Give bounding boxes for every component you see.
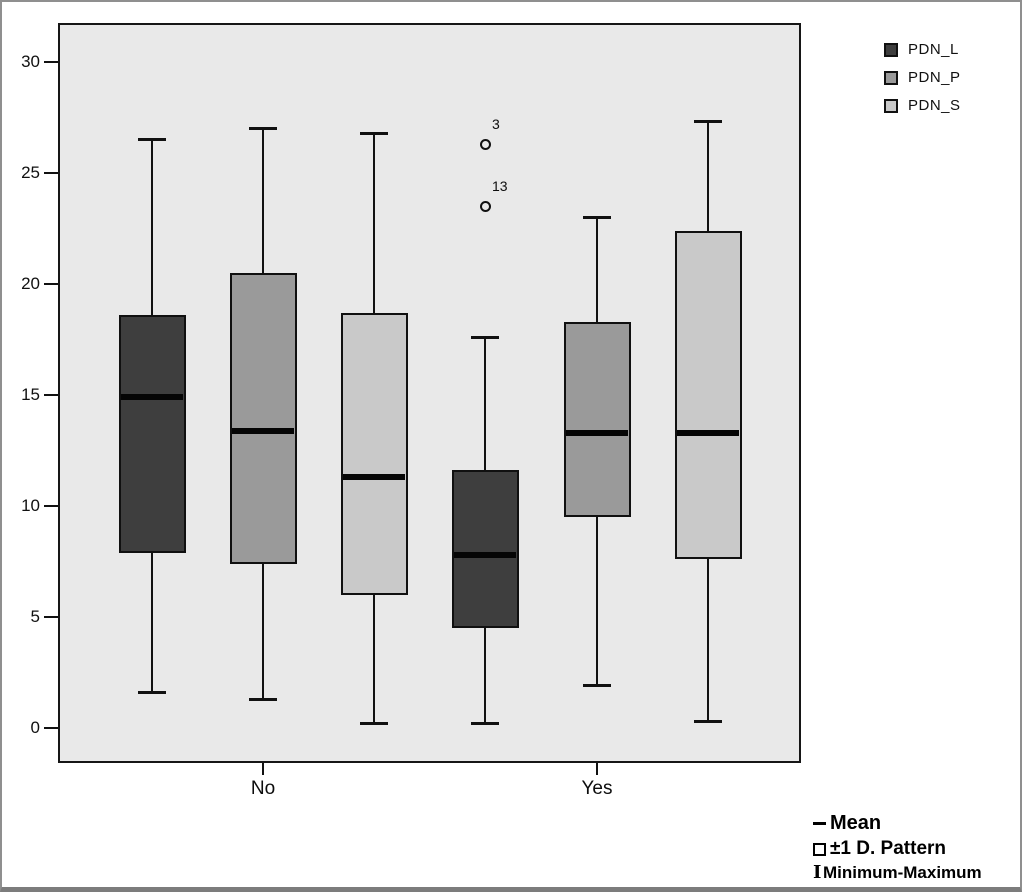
pdn-l-swatch-icon (884, 42, 898, 57)
whisker-cap-max-pdn_s-yes (694, 120, 722, 124)
stats-label-pattern: ±1 D. Pattern (830, 838, 947, 859)
y-axis-tick-label: 5 (30, 607, 40, 626)
x-axis-tick (596, 763, 598, 775)
y-axis-tick-label: 15 (21, 385, 40, 404)
mean-line-pdn_s-yes (677, 429, 739, 436)
series-legend: PDN_L PDN_P PDN_S (884, 41, 961, 114)
stats-legend-item-mean: Mean (813, 812, 982, 835)
outlier-point-pdn_l-yes (479, 138, 491, 150)
outlier-label-pdn_l-yes: 3 (492, 116, 500, 133)
box-pdn_l-yes (451, 470, 519, 629)
stats-label-minmax: Minimum-Maximum (823, 863, 982, 882)
whisker-cap-max-pdn_l-yes (471, 335, 499, 339)
whisker-cap-min-pdn_p-yes (583, 684, 611, 688)
whisker-cap-min-pdn_l-yes (471, 722, 499, 726)
open-square-icon (813, 842, 826, 856)
x-axis-tick (262, 763, 264, 775)
box-pdn_s-yes (674, 230, 742, 560)
y-axis-tick (44, 616, 58, 618)
y-axis-tick-label: 30 (21, 52, 40, 71)
mean-dash-icon (813, 822, 826, 825)
whisker-cap-max-pdn_s-no (360, 131, 388, 135)
whisker-cap-max-pdn_l-no (138, 138, 166, 142)
mean-line-pdn_p-yes (566, 429, 628, 436)
y-axis-tick (44, 283, 58, 285)
i-beam-icon: I (813, 862, 822, 883)
whisker-cap-max-pdn_p-yes (583, 215, 611, 219)
y-axis-tick-label: 0 (30, 718, 40, 737)
legend-item-pdn-p: PDN_P (884, 69, 961, 86)
box-pdn_l-no (118, 315, 186, 553)
outlier-label-pdn_l-yes: 13 (492, 178, 508, 195)
y-axis-tick-label: 10 (21, 496, 40, 515)
mean-line-pdn_p-no (232, 427, 294, 434)
mean-line-pdn_l-no (121, 394, 183, 401)
mean-line-pdn_l-yes (454, 551, 516, 558)
y-axis-tick (44, 394, 58, 396)
mean-line-pdn_s-no (343, 474, 405, 481)
y-axis-tick (44, 172, 58, 174)
box-pdn_p-yes (563, 321, 631, 518)
y-axis-tick (44, 727, 58, 729)
y-axis-tick-label: 25 (21, 163, 40, 182)
y-axis-tick (44, 61, 58, 63)
pdn-s-swatch-icon (884, 98, 898, 113)
whisker-cap-max-pdn_p-no (249, 127, 277, 131)
legend-item-pdn-s: PDN_S (884, 97, 961, 114)
whisker-cap-min-pdn_s-yes (694, 719, 722, 723)
stats-legend-item-pattern: ±1 D. Pattern (813, 838, 982, 860)
legend-label-pdn-s: PDN_S (908, 97, 961, 114)
outlier-point-pdn_l-yes (479, 200, 491, 212)
y-axis-tick (44, 505, 58, 507)
box-pdn_p-no (229, 272, 297, 564)
whisker-cap-min-pdn_s-no (360, 722, 388, 726)
x-category-label: No (250, 778, 276, 799)
legend-item-pdn-l: PDN_L (884, 41, 961, 58)
y-axis-tick-label: 20 (21, 274, 40, 293)
stats-legend: Mean ±1 D. Pattern I Minimum-Maximum (813, 812, 982, 883)
stats-legend-item-minmax: I Minimum-Maximum (813, 863, 982, 883)
legend-label-pdn-p: PDN_P (908, 69, 961, 86)
box-pdn_s-no (340, 312, 408, 595)
whisker-cap-min-pdn_p-no (249, 697, 277, 701)
x-category-label: Yes (581, 778, 613, 799)
whisker-cap-min-pdn_l-no (138, 690, 166, 694)
legend-label-pdn-l: PDN_L (908, 41, 959, 58)
pdn-p-swatch-icon (884, 70, 898, 85)
stats-label-mean: Mean (830, 812, 882, 834)
